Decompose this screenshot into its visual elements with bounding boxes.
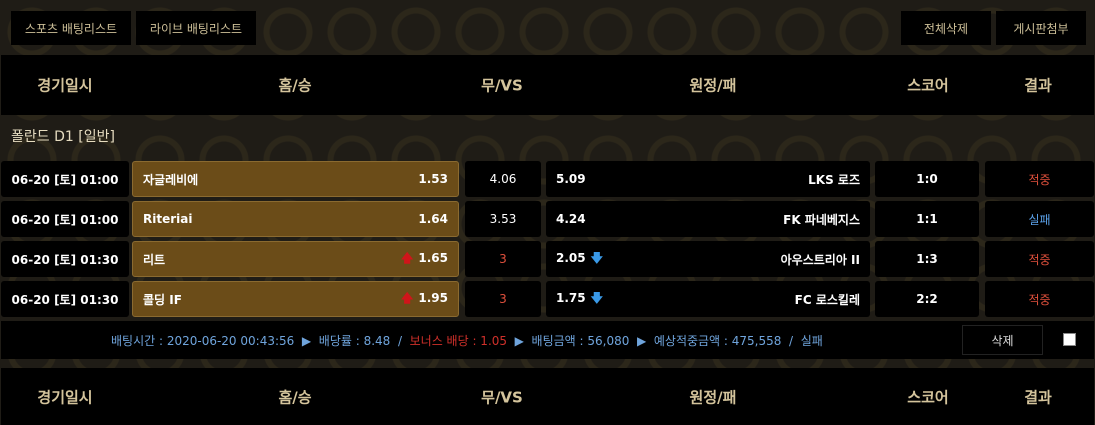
arrow-down-icon: 🡇 <box>590 250 603 265</box>
result: 실패 <box>985 201 1094 237</box>
away-team-cell: 4.24 FK 파네베지스 <box>546 201 870 237</box>
bonus-odds: 보너스 배당 : 1.05 <box>409 333 508 348</box>
arrow-up-icon: 🡅 <box>401 250 414 265</box>
home-team-cell[interactable]: 콜딩 IF 🡅 1.95 <box>132 281 459 317</box>
select-checkbox[interactable] <box>1063 333 1076 346</box>
draw-odds: 4.06 <box>465 161 541 197</box>
table-row: 06-20 [토] 01:30 리트 🡅 1.65 3 2.05 🡇 아우스트리아 … <box>1 241 1094 277</box>
table-header: 경기일시 홈/승 무/VS 원정/패 스코어 결과 <box>1 55 1094 115</box>
bet-status: 실패 <box>800 333 823 348</box>
match-date: 06-20 [토] 01:00 <box>1 201 129 237</box>
attach-to-board-button[interactable]: 게시판첨부 <box>996 11 1086 45</box>
match-date: 06-20 [토] 01:00 <box>1 161 129 197</box>
score: 1:0 <box>875 161 979 197</box>
away-odds: 1.75 <box>556 290 586 305</box>
col-score: 스코어 <box>907 388 949 406</box>
col-score: 스코어 <box>907 76 949 95</box>
score: 1:1 <box>875 201 979 237</box>
away-team: FK 파네베지스 <box>783 212 860 227</box>
home-team-cell[interactable]: Riteriai 1.64 <box>132 201 459 237</box>
home-odds: 1.95 <box>418 290 448 305</box>
table-row: 06-20 [토] 01:00 Riteriai 1.64 3.53 4.24 … <box>1 201 1094 237</box>
home-odds-wrap: 🡅 1.65 <box>401 249 448 270</box>
home-team: 자글레비에 <box>143 172 199 187</box>
col-date: 경기일시 <box>37 76 93 95</box>
live-betting-list-button[interactable]: 라이브 배팅리스트 <box>136 11 256 45</box>
bet-amount: 배팅금액 : 56,080 <box>531 333 630 348</box>
bet-summary: 배팅시간 : 2020-06-20 00:43:56 ▶ 배당률 : 8.48 … <box>1 321 1094 359</box>
away-team-cell: 1.75 🡇 FC 로스킬레 <box>546 281 870 317</box>
match-date: 06-20 [토] 01:30 <box>1 281 129 317</box>
home-odds: 1.64 <box>418 212 448 226</box>
col-date: 경기일시 <box>37 388 93 406</box>
home-team-cell[interactable]: 자글레비에 1.53 <box>132 161 459 197</box>
arrow-icon: ▶ <box>510 333 532 348</box>
away-odds-wrap: 5.09 <box>556 172 586 186</box>
sports-betting-list-button[interactable]: 스포츠 배팅리스트 <box>11 11 131 45</box>
arrow-up-icon: 🡅 <box>401 290 414 305</box>
col-home: 홈/승 <box>278 76 312 95</box>
table-row: 06-20 [토] 01:00 자글레비에 1.53 4.06 5.09 LKS… <box>1 161 1094 197</box>
arrow-icon: ▶ <box>633 333 654 348</box>
score: 1:3 <box>875 241 979 277</box>
delete-all-button[interactable]: 전체삭제 <box>901 11 991 45</box>
result: 적중 <box>985 241 1094 277</box>
home-team-cell[interactable]: 리트 🡅 1.65 <box>132 241 459 277</box>
away-odds: 2.05 <box>556 250 586 265</box>
away-odds-wrap: 2.05 🡇 <box>556 249 603 270</box>
col-away: 원정/패 <box>689 388 737 406</box>
odds-rate: 배당률 : 8.48 <box>318 333 391 348</box>
col-away: 원정/패 <box>689 76 737 95</box>
home-team: 콜딩 IF <box>143 292 182 307</box>
col-draw: 무/VS <box>481 388 523 406</box>
away-odds-wrap: 1.75 🡇 <box>556 289 603 310</box>
arrow-icon: ▶ <box>298 333 319 348</box>
home-team: Riteriai <box>143 212 193 226</box>
away-team: 아우스트리아 II <box>780 252 860 267</box>
draw-odds: 3 <box>465 241 541 277</box>
away-odds: 4.24 <box>556 212 586 226</box>
draw-odds: 3 <box>465 281 541 317</box>
draw-odds: 3.53 <box>465 201 541 237</box>
score: 2:2 <box>875 281 979 317</box>
result: 적중 <box>985 281 1094 317</box>
home-odds-wrap: 1.64 <box>418 212 448 226</box>
col-result: 결과 <box>1024 76 1052 95</box>
col-result: 결과 <box>1024 388 1052 406</box>
away-team-cell: 2.05 🡇 아우스트리아 II <box>546 241 870 277</box>
separator: / <box>394 333 410 348</box>
home-odds-wrap: 1.53 <box>418 172 448 186</box>
away-team: FC 로스킬레 <box>794 292 860 307</box>
arrow-down-icon: 🡇 <box>590 290 603 305</box>
delete-button[interactable]: 삭제 <box>962 325 1043 355</box>
away-odds-wrap: 4.24 <box>556 212 586 226</box>
expected-win: 예상적중금액 : 475,558 <box>653 333 782 348</box>
home-odds-wrap: 🡅 1.95 <box>401 289 448 310</box>
match-date: 06-20 [토] 01:30 <box>1 241 129 277</box>
away-odds: 5.09 <box>556 172 586 186</box>
home-odds: 1.65 <box>418 250 448 265</box>
separator: / <box>785 333 801 348</box>
table-header-2: 경기일시 홈/승 무/VS 원정/패 스코어 결과 <box>1 368 1094 425</box>
bet-time: 배팅시간 : 2020-06-20 00:43:56 <box>111 333 295 348</box>
col-home: 홈/승 <box>278 388 312 406</box>
result: 적중 <box>985 161 1094 197</box>
league-title: 폴란드 D1 [일반] <box>11 129 115 145</box>
home-team: 리트 <box>143 252 166 267</box>
table-row: 06-20 [토] 01:30 콜딩 IF 🡅 1.95 3 1.75 🡇 FC 로… <box>1 281 1094 317</box>
col-draw: 무/VS <box>481 76 523 95</box>
home-odds: 1.53 <box>418 172 448 186</box>
away-team: LKS 로즈 <box>808 172 860 187</box>
away-team-cell: 5.09 LKS 로즈 <box>546 161 870 197</box>
